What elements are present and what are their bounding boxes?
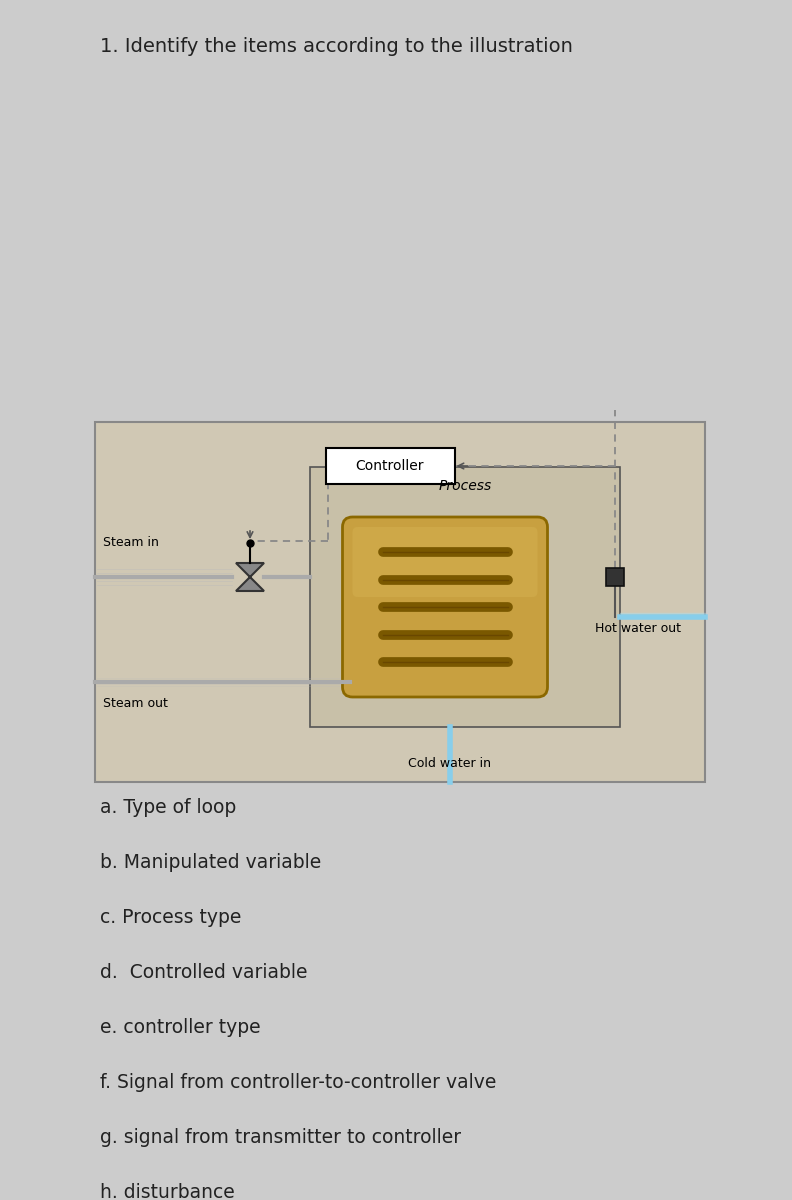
- Bar: [95, 422, 705, 782]
- Bar: [310, 467, 620, 727]
- Text: f. Signal from controller-to-controller valve: f. Signal from controller-to-controller …: [100, 1073, 497, 1092]
- FancyBboxPatch shape: [352, 527, 538, 596]
- FancyBboxPatch shape: [326, 448, 455, 484]
- Text: Process: Process: [439, 479, 492, 493]
- Text: g. signal from transmitter to controller: g. signal from transmitter to controller: [100, 1128, 461, 1147]
- Text: Steam in: Steam in: [103, 536, 159, 550]
- Text: Controller: Controller: [356, 458, 425, 473]
- Text: Cold water in: Cold water in: [409, 757, 492, 770]
- Text: a. Type of loop: a. Type of loop: [100, 798, 236, 817]
- Polygon shape: [236, 563, 264, 590]
- Text: c. Process type: c. Process type: [100, 908, 242, 926]
- Text: 1. Identify the items according to the illustration: 1. Identify the items according to the i…: [100, 37, 573, 56]
- Text: Steam out: Steam out: [103, 697, 168, 710]
- Bar: [606, 568, 624, 586]
- Text: b. Manipulated variable: b. Manipulated variable: [100, 853, 322, 872]
- Text: e. controller type: e. controller type: [100, 1018, 261, 1037]
- FancyBboxPatch shape: [342, 517, 547, 697]
- Text: h. disturbance: h. disturbance: [100, 1183, 234, 1200]
- Text: d.  Controlled variable: d. Controlled variable: [100, 962, 307, 982]
- Text: Hot water out: Hot water out: [595, 622, 681, 635]
